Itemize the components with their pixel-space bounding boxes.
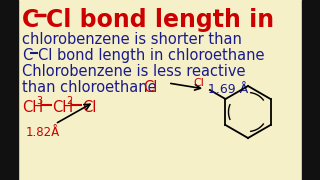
Text: Cl: Cl bbox=[143, 80, 157, 95]
Text: 1.69 Å: 1.69 Å bbox=[208, 83, 248, 96]
Text: 1.82Å: 1.82Å bbox=[26, 126, 60, 139]
Text: chlorobenzene is shorter than: chlorobenzene is shorter than bbox=[22, 32, 242, 47]
Text: 3: 3 bbox=[36, 96, 42, 106]
Text: Cl: Cl bbox=[82, 100, 96, 115]
Text: than chloroethane: than chloroethane bbox=[22, 80, 156, 95]
Text: 2: 2 bbox=[66, 96, 72, 106]
Bar bbox=[0, 0, 18, 180]
Text: Cl bond length in: Cl bond length in bbox=[46, 8, 274, 32]
Text: CH: CH bbox=[52, 100, 73, 115]
Text: C: C bbox=[22, 8, 39, 32]
Text: CH: CH bbox=[22, 100, 43, 115]
Text: Cl: Cl bbox=[193, 78, 204, 88]
Text: Chlorobenzene is less reactive: Chlorobenzene is less reactive bbox=[22, 64, 245, 79]
Bar bbox=[302, 0, 320, 180]
Text: C: C bbox=[22, 48, 32, 63]
Text: Cl bond length in chloroethane: Cl bond length in chloroethane bbox=[38, 48, 265, 63]
